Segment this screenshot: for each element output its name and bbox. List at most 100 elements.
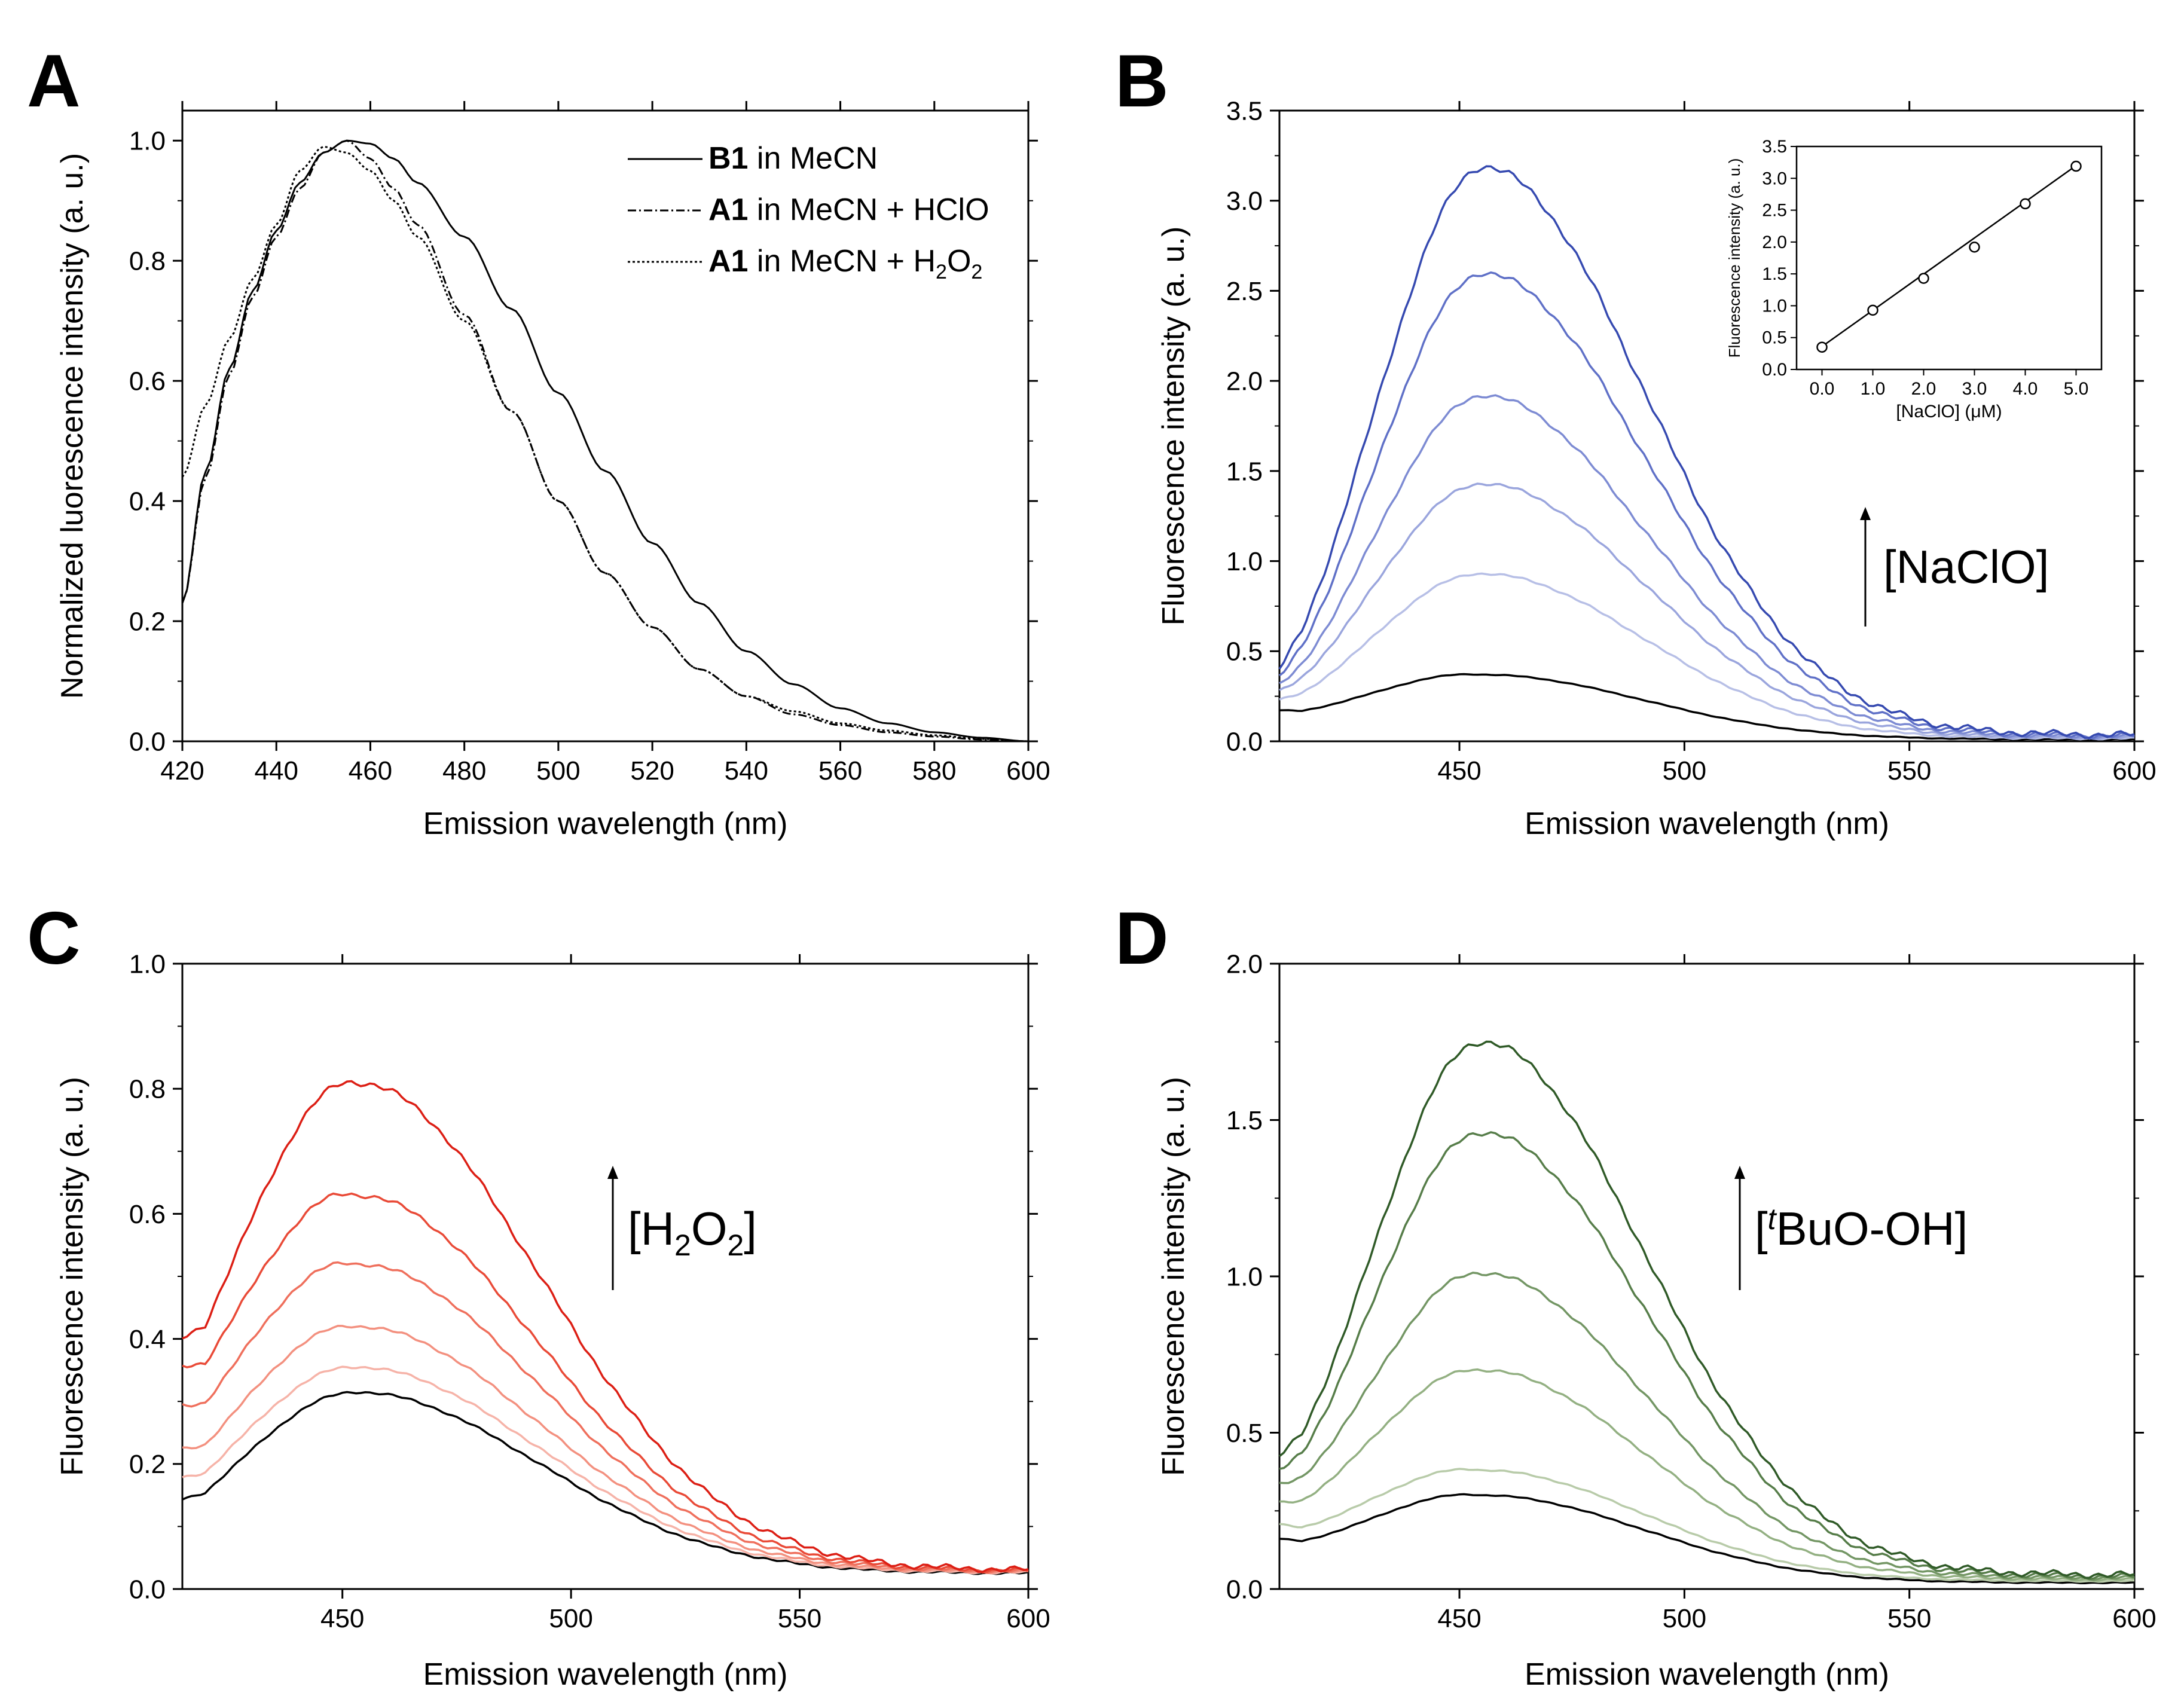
panel-a-legend-text: in MeCN + HClO bbox=[748, 192, 989, 227]
panel-c-annotation-part: ] bbox=[744, 1202, 757, 1255]
panel-a-y-tick-label: 0.2 bbox=[129, 607, 166, 636]
panel-c-series-line-1 bbox=[182, 1391, 1029, 1575]
panel-a-x-tick-label: 560 bbox=[818, 756, 862, 786]
panel-a-legend-entry: B1 in MeCN bbox=[708, 141, 878, 176]
panel-a-legend-sub: 2 bbox=[936, 261, 947, 283]
panel-letter-a: A bbox=[27, 40, 81, 123]
panel-d-x-tick-label: 500 bbox=[1663, 1604, 1706, 1633]
panel-d-annotation: [tBuO-OH] bbox=[1755, 1202, 1968, 1255]
panel-b-inset-x-tick-label: 5.0 bbox=[2064, 379, 2089, 399]
panel-b-inset: 0.0 1.0 2.0 3.0 4.0 5.0 0.0 0.5 1.0 1.5 2.0 2.5 3.0 3… bbox=[1725, 137, 2103, 421]
panel-c-y-tick-label: 0.6 bbox=[129, 1200, 166, 1229]
panel-c-annotation-sub: 2 bbox=[727, 1229, 744, 1262]
panel-d-x-axis-label: Emission wavelength (nm) bbox=[1525, 1657, 1889, 1692]
panel-a-axis-ticks bbox=[173, 101, 1038, 751]
panel-d-series-line-4 bbox=[1279, 1272, 2135, 1581]
panel-a-legend-bold: B1 bbox=[708, 141, 748, 176]
panel-b-x-tick-label: 450 bbox=[1437, 756, 1481, 786]
panel-a-y-tick-label: 1.0 bbox=[129, 127, 166, 156]
panel-b-inset-x-tick-label: 1.0 bbox=[1861, 379, 1886, 399]
panel-c-y-tick-label: 0.0 bbox=[129, 1575, 166, 1604]
panel-d: 450 500 550 600 0.0 0.5 1.0 1.5 2.0 Emission wave… bbox=[1156, 949, 2156, 1692]
panel-a-x-tick-label: 540 bbox=[725, 756, 768, 786]
panel-b-series-line-4 bbox=[1279, 394, 2135, 740]
panel-d-series-line-2 bbox=[1279, 1468, 2135, 1583]
panel-d-annotation-part: BuO-OH] bbox=[1776, 1202, 1968, 1255]
panel-c-annotation-sub: 2 bbox=[674, 1229, 691, 1262]
panel-a-legend-text: in MeCN + H bbox=[748, 244, 936, 279]
panel-c-arrow-head bbox=[607, 1166, 618, 1179]
panel-c-y-tick-label: 1.0 bbox=[129, 949, 166, 979]
panel-d-x-tick-label: 600 bbox=[2112, 1604, 2156, 1633]
panel-a-series-line-3 bbox=[181, 145, 1029, 742]
panel-b-inset-y-tick-label: 2.0 bbox=[1762, 233, 1787, 252]
panel-b-inset-fit-line bbox=[1821, 164, 2077, 347]
panel-c-annotation: [H2O2] bbox=[628, 1202, 757, 1262]
panel-c-series-line-4 bbox=[182, 1261, 1029, 1574]
panel-b-y-tick-label: 3.0 bbox=[1226, 187, 1263, 216]
panel-b-inset-y-tick-label: 3.0 bbox=[1762, 169, 1787, 188]
panel-d-annotation-part: [ bbox=[1755, 1202, 1768, 1255]
panel-c-series-line-2 bbox=[182, 1365, 1029, 1575]
panel-a-y-axis-label: Normalized luorescence intensity (a. u.) bbox=[55, 153, 90, 699]
panel-b-inset-y-tick-label: 1.0 bbox=[1762, 296, 1787, 316]
panel-b-x-tick-label: 500 bbox=[1663, 756, 1706, 786]
panel-d-y-tick-label: 0.5 bbox=[1226, 1419, 1263, 1448]
panel-d-y-tick-label: 2.0 bbox=[1226, 949, 1263, 979]
panel-a-y-tick-label: 0.6 bbox=[129, 367, 166, 396]
panel-a-x-tick-label: 420 bbox=[160, 756, 204, 786]
panel-c-x-axis-label: Emission wavelength (nm) bbox=[423, 1657, 788, 1692]
panel-b-inset-x-tick-label: 0.0 bbox=[1810, 379, 1835, 399]
panel-d-series-line-1 bbox=[1279, 1493, 2135, 1585]
panel-c-annotation-part: [H bbox=[628, 1202, 674, 1255]
panel-b-y-axis-label: Fluorescence intensity (a. u.) bbox=[1156, 227, 1191, 626]
panel-b-series-line-1 bbox=[1279, 673, 2135, 741]
panel-a-legend-sub: 2 bbox=[971, 261, 982, 283]
panel-a-plot-frame bbox=[181, 109, 1030, 742]
panel-b-annotation: [NaClO] bbox=[1883, 540, 2049, 593]
panel-b-inset-x-tick-label: 3.0 bbox=[1962, 379, 1987, 399]
panel-d-series-line-6 bbox=[1278, 1040, 2135, 1579]
panel-b-inset-y-tick-label: 0.5 bbox=[1762, 328, 1787, 348]
panel-letter-d: D bbox=[1115, 897, 1169, 980]
panel-b-series-line-6 bbox=[1278, 165, 2135, 740]
panel-b-inset-point bbox=[1816, 341, 1828, 353]
panel-a-x-tick-label: 520 bbox=[630, 756, 674, 786]
panel-a-series-line-2 bbox=[181, 139, 1029, 742]
panel-b-x-tick-label: 600 bbox=[2112, 756, 2156, 786]
panel-d-series-line-3 bbox=[1279, 1368, 2135, 1582]
panel-b-inset-point bbox=[1969, 242, 1980, 253]
panel-b-series-line-3 bbox=[1279, 482, 2135, 741]
panel-a-x-tick-label: 600 bbox=[1006, 756, 1050, 786]
panel-c-x-tick-label: 600 bbox=[1006, 1604, 1050, 1633]
panel-b-inset-x-label: [NaClO] (μM) bbox=[1896, 402, 2002, 421]
panel-c-y-axis-label: Fluorescence intensity (a. u.) bbox=[55, 1077, 90, 1476]
panel-d-x-tick-label: 550 bbox=[1887, 1604, 1931, 1633]
panel-c-axis-ticks bbox=[173, 954, 1038, 1599]
panel-c-series-line-6 bbox=[182, 1080, 1029, 1573]
panel-d-annotation-sup: t bbox=[1768, 1202, 1777, 1236]
panel-a-x-tick-label: 440 bbox=[255, 756, 298, 786]
panel-c-series-line-3 bbox=[182, 1324, 1029, 1575]
panel-letter-b: B bbox=[1115, 40, 1169, 123]
panel-b-y-tick-label: 0.0 bbox=[1226, 727, 1263, 756]
panel-b-inset-y-label: Fluorescence intensity (a. u.) bbox=[1725, 158, 1743, 358]
panel-a-legend-bold: A1 bbox=[708, 192, 748, 227]
panel-c-x-tick-label: 450 bbox=[320, 1604, 364, 1633]
panel-a-x-axis-label: Emission wavelength (nm) bbox=[423, 806, 788, 841]
panel-b-inset-y-tick-label: 1.5 bbox=[1762, 264, 1787, 284]
panel-b-y-tick-label: 2.5 bbox=[1226, 277, 1263, 306]
panel-d-series-line-5 bbox=[1279, 1131, 2135, 1581]
panel-c: 450 500 550 600 0.0 0.2 0.4 0.6 0.8 1.0 Emission w… bbox=[55, 949, 1050, 1692]
panel-d-x-tick-label: 450 bbox=[1437, 1604, 1481, 1633]
panel-a-legend-entry: A1 in MeCN + HClO bbox=[708, 192, 989, 227]
panel-c-x-tick-label: 500 bbox=[549, 1604, 592, 1633]
panel-b-inset-x-tick-label: 2.0 bbox=[1911, 379, 1936, 399]
panel-a-x-tick-label: 580 bbox=[912, 756, 956, 786]
panel-b-x-axis-label: Emission wavelength (nm) bbox=[1525, 806, 1889, 841]
panel-a-legend-text: O bbox=[947, 244, 971, 279]
panel-d-axis-ticks bbox=[1270, 954, 2144, 1599]
panel-d-y-tick-label: 1.0 bbox=[1226, 1262, 1263, 1291]
